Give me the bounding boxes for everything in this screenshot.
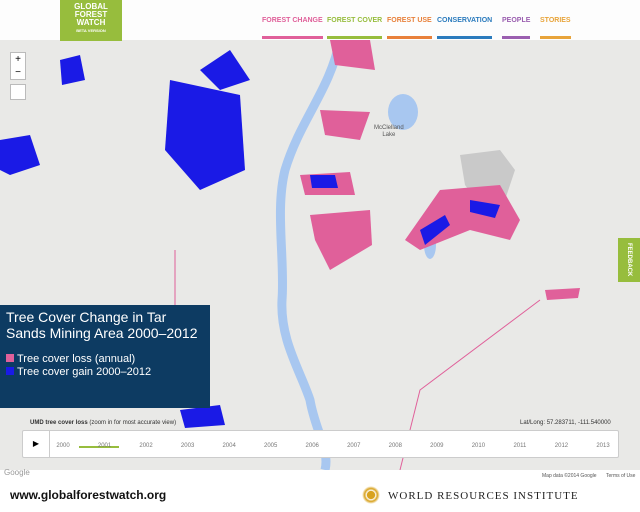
play-button[interactable]: ▶ — [23, 431, 50, 457]
timeline: ▶ 2000 2001 2002 2003 2004 2005 2006 2007 2008 20… — [22, 430, 619, 458]
zoom-in[interactable]: + — [15, 54, 21, 65]
year-label[interactable]: 2002 — [139, 443, 153, 449]
footer-org: WORLD RESOURCES INSTITUTE — [388, 490, 579, 502]
logo[interactable]: GLOBAL FOREST WATCH BETA VERSION — [60, 0, 122, 41]
zoom-control: + − — [10, 52, 26, 80]
legend: Tree Cover Change in Tar Sands Mining Ar… — [0, 305, 210, 408]
attribution: Map data ©2014 Google — [542, 473, 597, 479]
lake-label-line: McClelland — [374, 125, 404, 131]
legend-label: Tree cover gain 2000–2012 — [17, 366, 152, 378]
year-label[interactable]: 2009 — [430, 443, 444, 449]
zoom-out[interactable]: − — [15, 67, 21, 78]
logo-text: FOREST — [74, 10, 108, 19]
lake-label: McClelland Lake — [374, 125, 404, 139]
gain-areas — [0, 50, 500, 428]
year-label[interactable]: 2010 — [471, 443, 486, 449]
nav-item[interactable]: FOREST USE — [387, 17, 432, 39]
nav-item[interactable]: FOREST COVER — [327, 17, 383, 39]
year-label[interactable]: 2007 — [347, 443, 361, 449]
legend-swatch — [6, 354, 14, 362]
lake — [388, 94, 418, 130]
feedback-tab[interactable]: FEEDBACK — [618, 238, 640, 282]
nav-item[interactable]: PEOPLE — [502, 17, 531, 39]
timeline-range[interactable] — [79, 446, 119, 448]
chart-button[interactable] — [10, 84, 26, 100]
year-label[interactable]: 2004 — [222, 443, 236, 449]
river — [275, 39, 345, 470]
year-label[interactable]: 2012 — [554, 443, 569, 449]
legend-label: Tree cover loss (annual) — [17, 353, 136, 365]
latlong: Lat/Long: 57.283711, -111.540000 — [520, 420, 611, 426]
layer-label: UMD tree cover loss (zoom in for most ac… — [30, 420, 176, 426]
lake-label-line: Lake — [382, 132, 396, 138]
legend-title: Tree Cover Change in Tar Sands Mining Ar… — [6, 309, 198, 341]
legend-item: Tree cover loss (annual) — [6, 353, 204, 366]
layer-name: UMD tree cover loss — [30, 420, 88, 426]
year-label[interactable]: 2013 — [596, 443, 610, 449]
layer-note: (zoom in for most accurate view) — [89, 420, 177, 426]
legend-item: Tree cover gain 2000–2012 — [6, 366, 204, 379]
year-label[interactable]: 2003 — [180, 443, 195, 449]
year-label[interactable]: 2011 — [513, 443, 527, 449]
footer-url[interactable]: www.globalforestwatch.org — [10, 488, 167, 502]
legend-swatch — [6, 367, 14, 375]
logo-text: WATCH — [76, 18, 106, 27]
year-label[interactable]: 2001 — [97, 443, 112, 449]
nav-item[interactable]: CONSERVATION — [437, 17, 493, 39]
nav-item[interactable]: FOREST CHANGE — [262, 17, 323, 39]
year-label[interactable]: 2000 — [56, 443, 70, 449]
logo-text: GLOBAL — [74, 2, 108, 11]
logo-sub: BETA VERSION — [76, 28, 106, 33]
year-label[interactable]: 2005 — [264, 443, 278, 449]
year-label[interactable]: 2006 — [305, 443, 319, 449]
wri-logo — [362, 486, 380, 504]
terms-link[interactable]: Terms of Use — [606, 473, 636, 479]
year-label[interactable]: 2008 — [388, 443, 402, 449]
nav-item[interactable]: STORIES — [540, 17, 571, 39]
google-logo: Google — [4, 468, 30, 477]
